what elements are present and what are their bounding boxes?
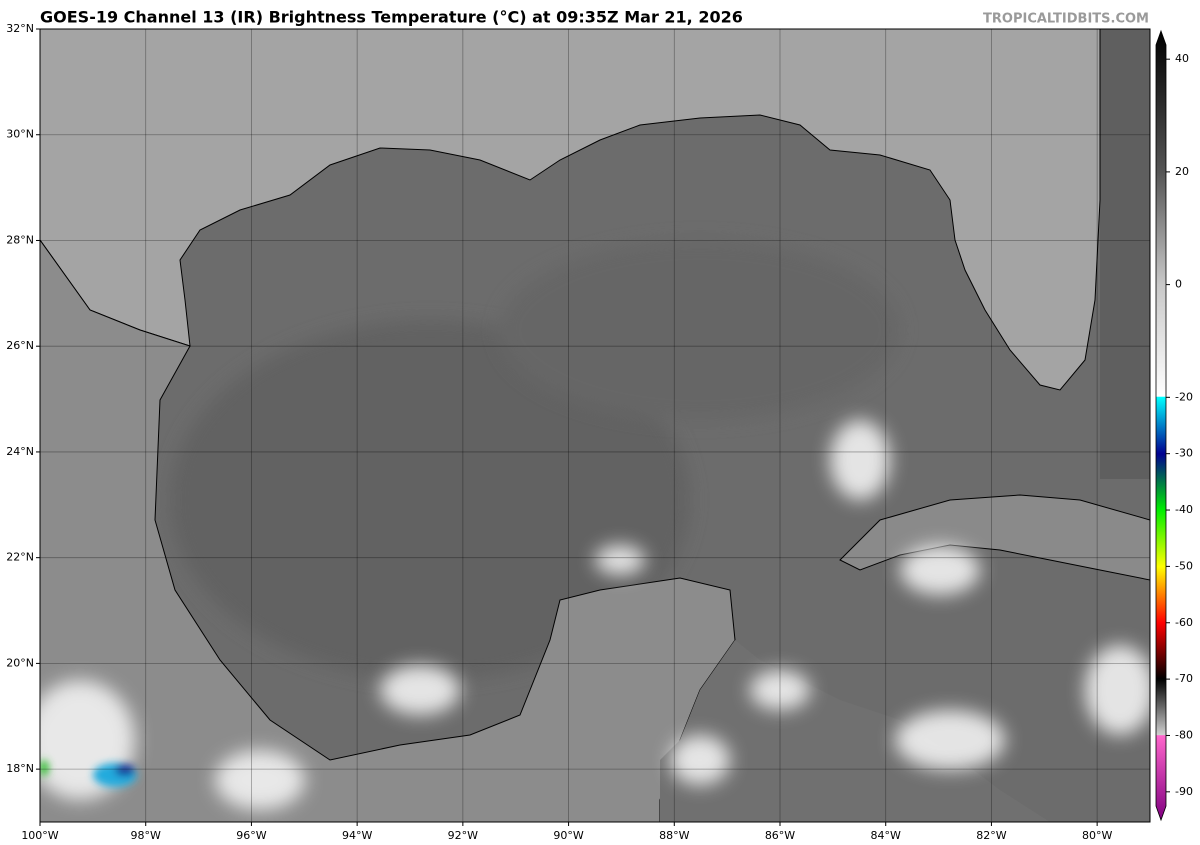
colorbar-label: -90: [1175, 785, 1193, 798]
lon-label: 94°W: [342, 829, 372, 842]
map-frame: [39, 28, 1151, 823]
colorbar-label: -40: [1175, 503, 1193, 516]
lat-label: 20°N: [6, 656, 34, 669]
colorbar-body: [1155, 29, 1167, 822]
lon-label: 100°W: [21, 829, 58, 842]
colorbar-label: -50: [1175, 559, 1193, 572]
lat-label: 32°N: [6, 22, 34, 35]
lat-label: 28°N: [6, 233, 34, 246]
lat-label: 18°N: [6, 762, 34, 775]
lon-label: 86°W: [765, 829, 795, 842]
lon-label: 90°W: [553, 829, 583, 842]
colorbar-label: -70: [1175, 672, 1193, 685]
lon-label: 92°W: [448, 829, 478, 842]
colorbar-label: -80: [1175, 728, 1193, 741]
lon-label: 98°W: [131, 829, 161, 842]
colorbar-label: -30: [1175, 447, 1193, 460]
lon-label: 96°W: [236, 829, 266, 842]
lon-label: 84°W: [871, 829, 901, 842]
title: GOES-19 Channel 13 (IR) Brightness Tempe…: [40, 8, 743, 27]
colorbar: 40 20 0 -20 -30 -40 -50 -60 -70 -80 -90: [1155, 29, 1193, 822]
lat-label: 22°N: [6, 551, 34, 564]
lat-label: 26°N: [6, 339, 34, 352]
colorbar-label: -60: [1175, 616, 1193, 629]
lon-label: 82°W: [976, 829, 1006, 842]
lat-label: 30°N: [6, 128, 34, 141]
lon-label: 88°W: [659, 829, 689, 842]
colorbar-label: 0: [1175, 278, 1182, 291]
lon-label: 80°W: [1082, 829, 1112, 842]
colorbar-label: 20: [1175, 165, 1189, 178]
satellite-image: [40, 29, 1150, 822]
colorbar-label: -20: [1175, 390, 1193, 403]
colorbar-label: 40: [1175, 52, 1189, 65]
watermark: TROPICALTIDBITS.COM: [983, 12, 1149, 27]
lat-label: 24°N: [6, 445, 34, 458]
